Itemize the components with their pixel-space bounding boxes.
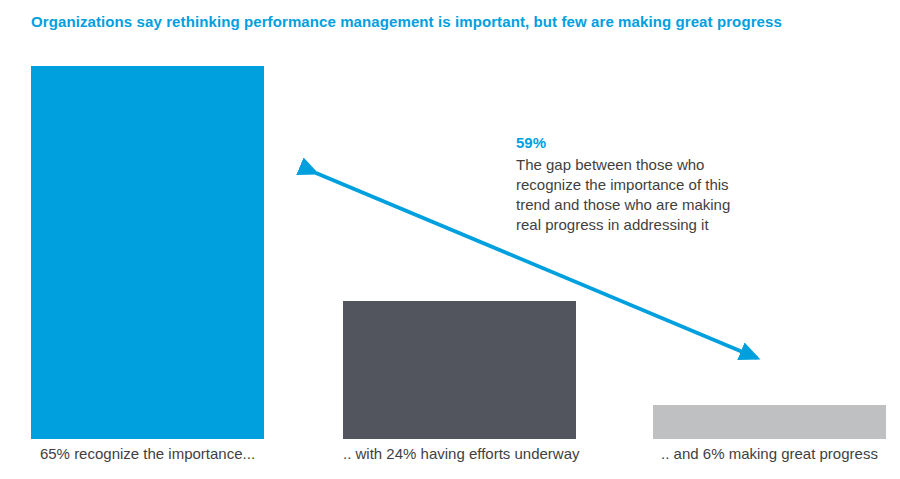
bar-label-great-progress: .. and 6% making great progress <box>653 445 886 462</box>
bar-label-recognize-importance: 65% recognize the importance... <box>31 445 264 462</box>
gap-annotation: 59% The gap between those who recognize … <box>516 134 756 235</box>
bar-great-progress <box>653 405 886 439</box>
bar-recognize-importance <box>31 66 264 439</box>
chart: Organizations say rethinking performance… <box>0 0 900 479</box>
chart-title: Organizations say rethinking performance… <box>31 13 851 30</box>
gap-value: 59% <box>516 134 756 151</box>
bar-efforts-underway <box>343 301 576 439</box>
gap-description: The gap between those who recognize the … <box>516 155 756 235</box>
bar-label-efforts-underway: .. with 24% having efforts underway <box>343 445 576 462</box>
